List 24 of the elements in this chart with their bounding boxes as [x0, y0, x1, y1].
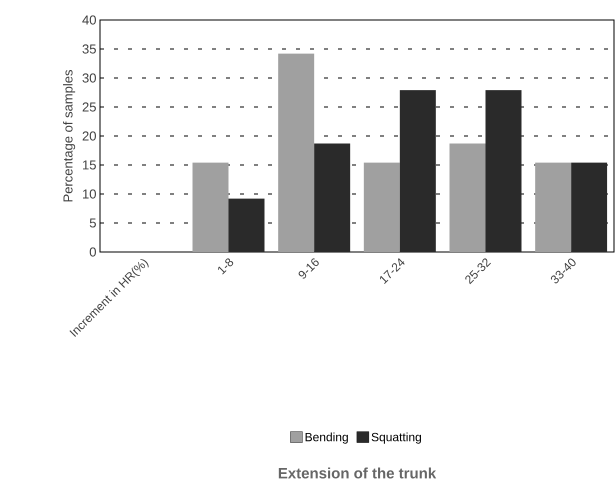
bar — [400, 90, 436, 252]
bar — [486, 90, 522, 252]
y-tick-label: 25 — [82, 102, 96, 112]
y-tick-label: 10 — [82, 189, 96, 199]
bar — [192, 162, 228, 252]
y-tick-label: 15 — [82, 160, 96, 170]
bar — [364, 162, 400, 252]
y-tick-label: 0 — [90, 247, 96, 257]
bar — [535, 162, 572, 252]
bar — [228, 198, 264, 252]
y-tick-label: 40 — [82, 15, 96, 25]
bar — [571, 162, 608, 252]
y-axis-title: Percentage of samples — [63, 70, 76, 202]
y-tick-label: 5 — [90, 218, 96, 228]
bar — [278, 54, 314, 252]
y-tick-label: 30 — [82, 73, 96, 83]
text: Extension of the trunk — [278, 467, 436, 478]
y-tick-label: 20 — [82, 131, 96, 141]
y-tick-label: 35 — [82, 44, 96, 54]
bar — [314, 144, 350, 252]
legend-label: Squatting — [372, 432, 421, 444]
legend-label: Bending — [306, 432, 348, 444]
bar — [450, 144, 486, 252]
x-tick-label: 1-8 — [218, 258, 234, 275]
